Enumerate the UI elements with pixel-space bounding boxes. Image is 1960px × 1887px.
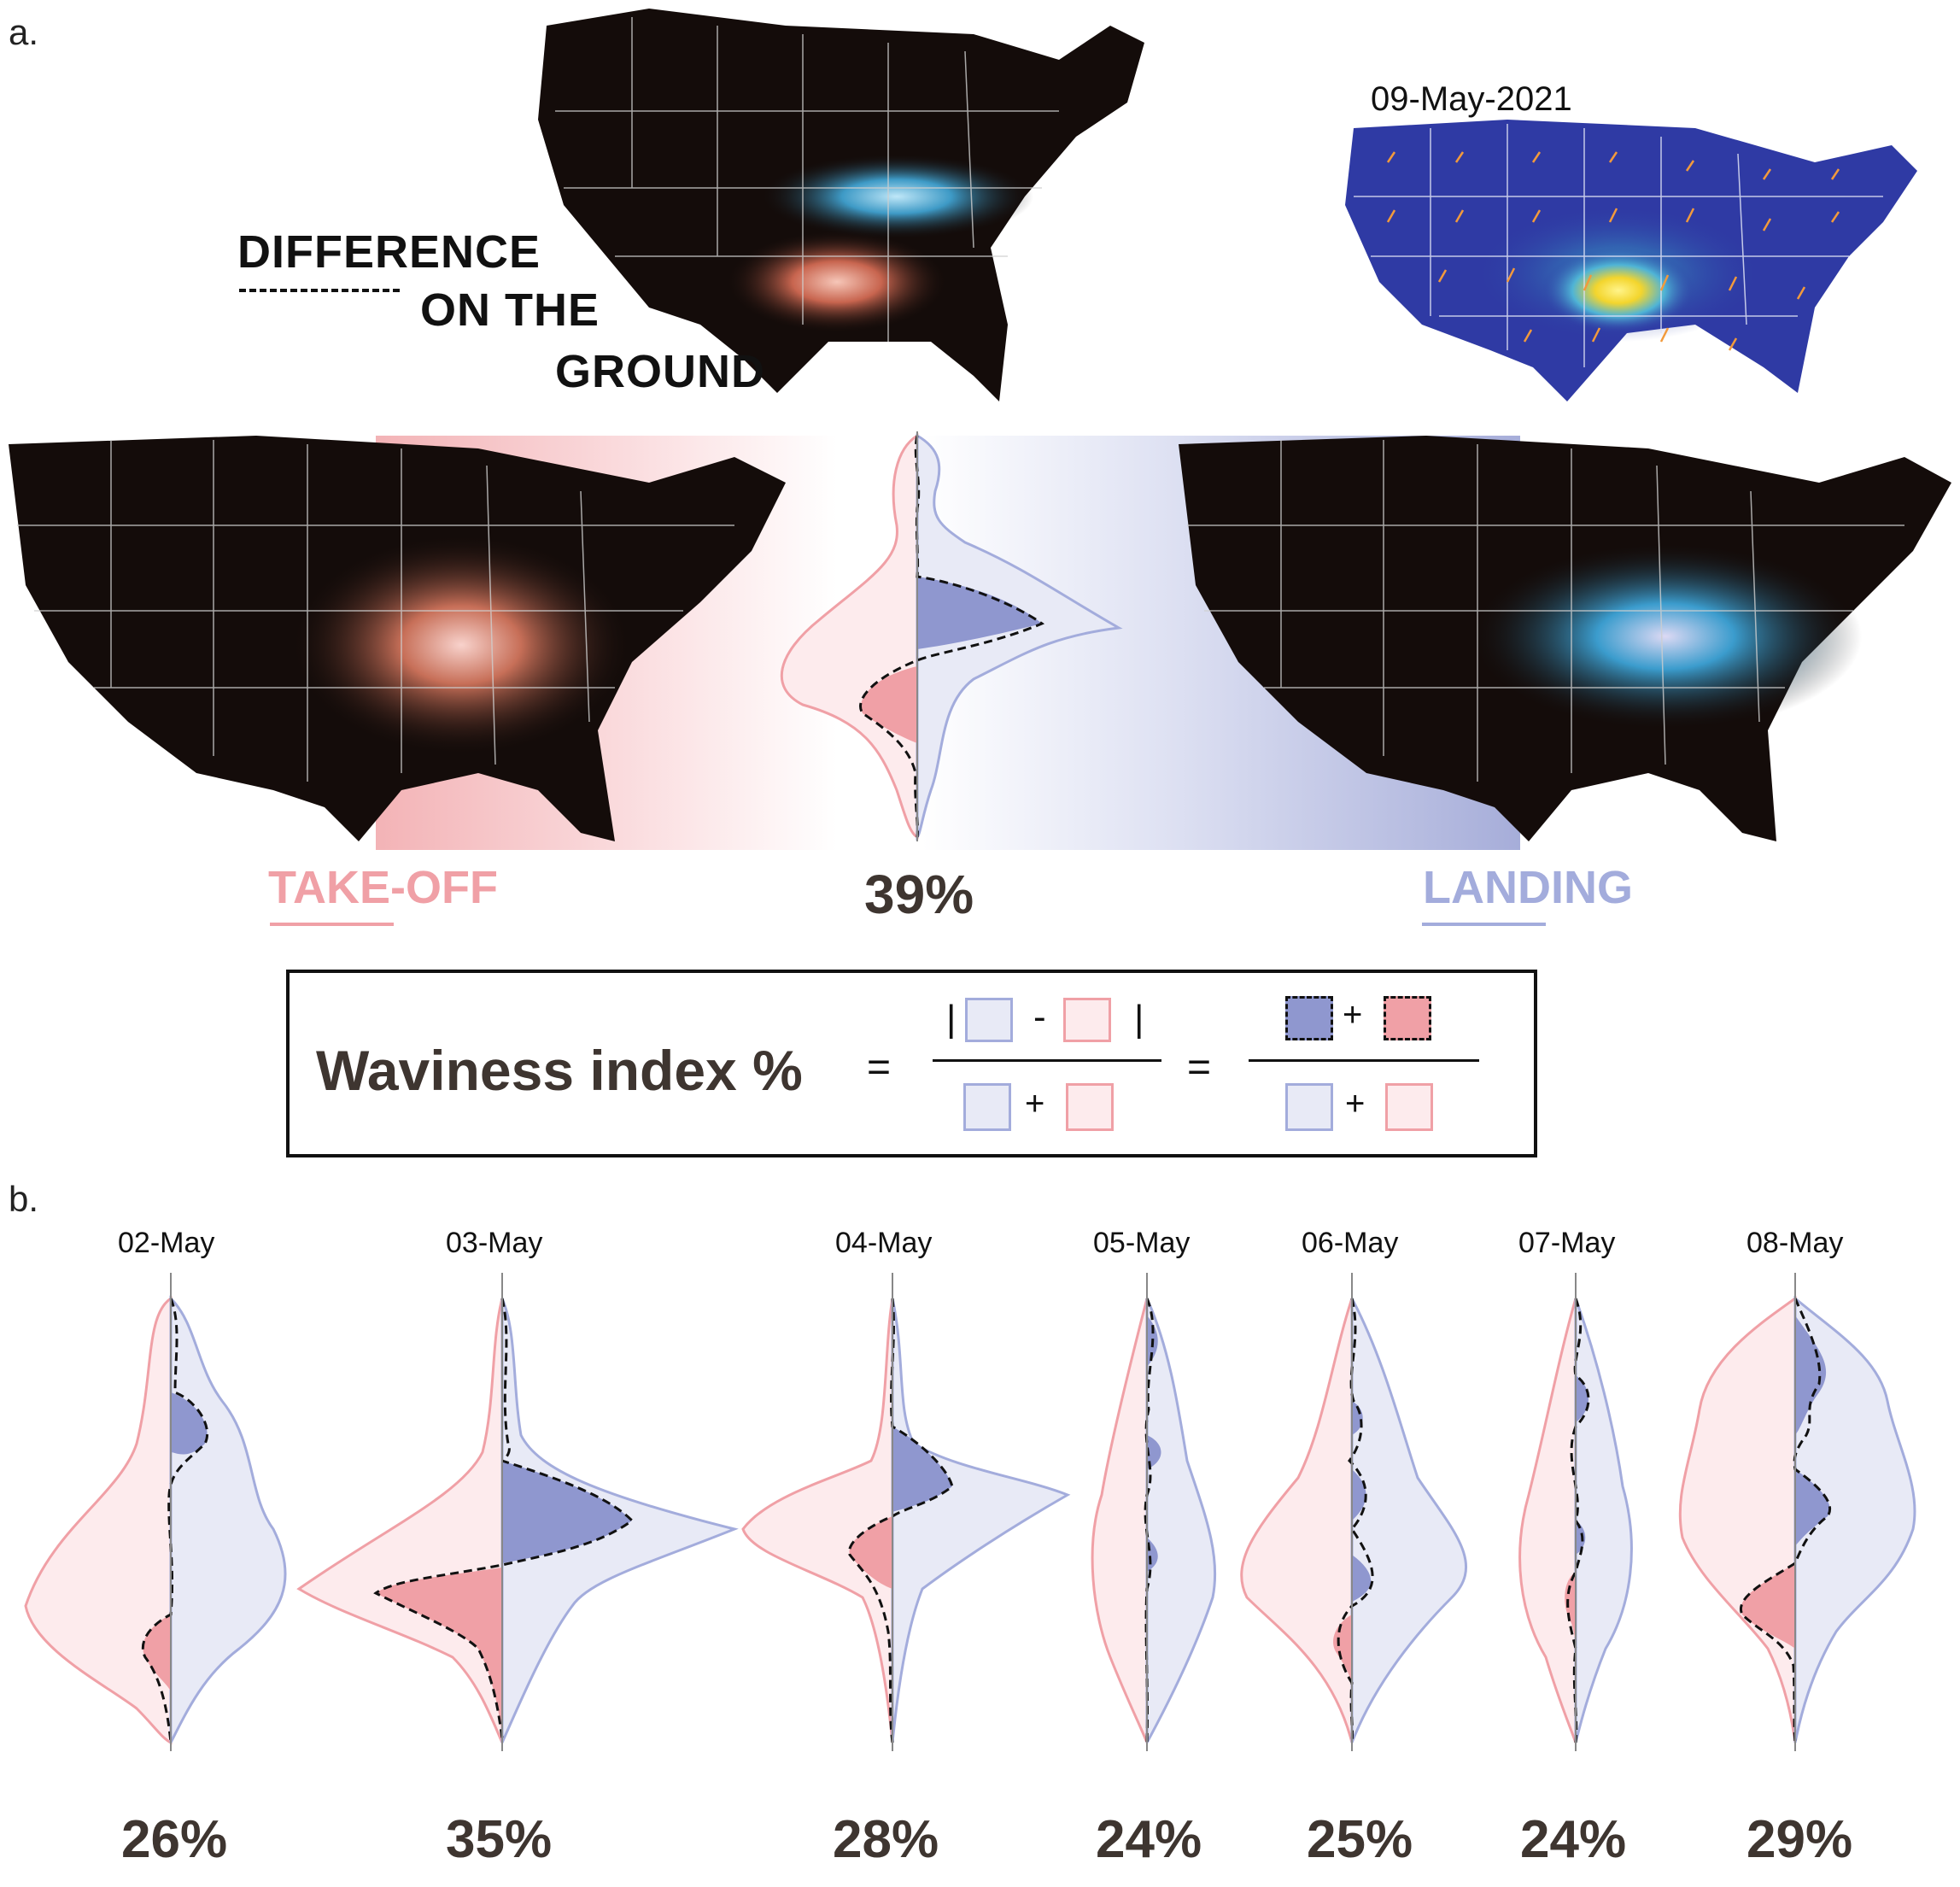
violin-06-may-landing-excess (1352, 1401, 1372, 1602)
difference-hotspot-blue (760, 154, 1033, 239)
percent-08-may: 29% (1746, 1810, 1853, 1869)
difference-map (538, 9, 1144, 401)
violin-04-may-takeoff-excess (849, 1516, 892, 1589)
violin-05-may (1091, 1273, 1217, 1751)
violin-06-may-takeoff (1240, 1298, 1354, 1743)
takeoff-hotspot (290, 534, 632, 756)
violin-06-may-difference (1337, 1298, 1374, 1743)
formula-fraction-bar-1 (933, 1059, 1161, 1062)
percent-06-may: 25% (1307, 1810, 1413, 1869)
violin-02-may-takeoff (24, 1296, 173, 1745)
violin-02-may-takeoff-excess (143, 1614, 171, 1691)
landing-underline (1422, 923, 1546, 926)
violin-07-may-takeoff (1518, 1298, 1577, 1743)
violin-02-may (24, 1273, 287, 1751)
main-violin-takeoff-outline (780, 433, 919, 840)
formula-takeoff-box-den-2 (1385, 1083, 1433, 1131)
percent-03-may: 35% (446, 1810, 553, 1869)
violin-08-may (1678, 1273, 1916, 1751)
percent-04-may: 28% (833, 1810, 939, 1869)
date-label-03-may: 03-May (446, 1227, 543, 1259)
violin-08-may-takeoff (1678, 1296, 1797, 1743)
date-label-04-may: 04-May (835, 1227, 933, 1259)
violin-04-may-takeoff (741, 1298, 894, 1743)
violins-panel-b (24, 1273, 1916, 1751)
landing-state-lines (1187, 440, 1904, 782)
formula-plus-2: + (1343, 996, 1363, 1034)
difference-title-line-3: GROUND (555, 346, 765, 397)
violin-08-may-takeoff-excess (1741, 1563, 1795, 1649)
formula-lhs: Waviness index % (316, 1039, 803, 1102)
formula-landing-excess-box (1285, 996, 1333, 1040)
formula-fraction-bar-2 (1249, 1059, 1479, 1062)
panel-b-label: b. (9, 1179, 39, 1219)
violin-05-may-landing-excess (1147, 1316, 1161, 1572)
takeoff-underline (270, 923, 394, 926)
formula-abs-close: | (1134, 998, 1144, 1040)
percent-07-may: 24% (1520, 1810, 1627, 1869)
violin-04-may-landing (891, 1298, 1071, 1743)
formula-landing-box-den (963, 1083, 1011, 1131)
violin-05-may-landing (1145, 1298, 1217, 1743)
formula-equals-1: = (867, 1045, 892, 1090)
takeoff-label: TAKE-OFF (268, 862, 498, 913)
inset-flow-map (1345, 120, 1917, 401)
violin-04-may-landing-excess (892, 1427, 952, 1512)
formula-landing-box-num (965, 998, 1013, 1042)
date-label-06-may: 06-May (1302, 1227, 1399, 1259)
difference-title-line-2: ON THE (420, 284, 600, 336)
violin-03-may (296, 1273, 739, 1751)
difference-title-line-1: DIFFERENCE (237, 226, 541, 278)
formula-takeoff-box-num (1063, 998, 1111, 1042)
inset-flow-arrows (1386, 151, 1840, 351)
inset-date: 09-May-2021 (1371, 80, 1572, 118)
violin-02-may-landing (169, 1295, 287, 1743)
violin-03-may-takeoff (296, 1298, 504, 1743)
panel-a-label: a. (9, 12, 39, 52)
violin-08-may-landing-excess (1795, 1316, 1830, 1546)
formula-abs-open: | (946, 998, 957, 1040)
inset-hotspot-core (1542, 248, 1695, 333)
main-violin-landing-outline (916, 433, 1123, 841)
date-label-07-may: 07-May (1518, 1227, 1616, 1259)
main-violin (780, 431, 1123, 841)
difference-map-state-lines (555, 17, 1059, 342)
landing-map (1179, 436, 1951, 841)
violin-03-may-takeoff-excess (376, 1568, 502, 1734)
violin-05-may-takeoff (1091, 1298, 1149, 1743)
violin-04-may (741, 1273, 1071, 1751)
formula-equals-2: = (1187, 1045, 1212, 1090)
formula-takeoff-excess-box (1384, 996, 1431, 1040)
violin-03-may-difference (373, 1298, 635, 1739)
percent-05-may: 24% (1096, 1810, 1202, 1869)
formula-plus-1: + (1025, 1085, 1045, 1122)
takeoff-state-lines (17, 440, 734, 782)
takeoff-map (9, 436, 786, 841)
violin-08-may-difference (1739, 1298, 1831, 1743)
percent-02-may: 26% (121, 1810, 228, 1869)
landing-label: LANDING (1423, 862, 1633, 913)
violin-08-may-landing (1793, 1295, 1916, 1743)
violin-06-may-landing (1350, 1298, 1468, 1743)
inset-state-lines (1354, 124, 1883, 367)
main-percent: 39% (864, 864, 974, 925)
formula-minus: - (1033, 996, 1046, 1038)
main-violin-landing-excess (917, 577, 1042, 649)
violin-07-may-landing (1574, 1298, 1633, 1743)
violin-02-may-landing-excess (171, 1392, 208, 1455)
formula-plus-3: + (1345, 1085, 1366, 1122)
date-label-08-may: 08-May (1746, 1227, 1844, 1259)
date-label-05-may: 05-May (1093, 1227, 1191, 1259)
violin-06-may (1240, 1273, 1468, 1751)
formula-box (286, 970, 1537, 1157)
difference-dashed-marker (239, 289, 400, 292)
violin-07-may (1518, 1273, 1633, 1751)
violin-02-may-difference (141, 1298, 209, 1743)
landing-hotspot (1469, 542, 1862, 730)
date-label-02-may: 02-May (118, 1227, 215, 1259)
formula-landing-box-den-2 (1285, 1083, 1333, 1131)
difference-hotspot-red (726, 231, 948, 333)
formula-takeoff-box-den (1066, 1083, 1114, 1131)
